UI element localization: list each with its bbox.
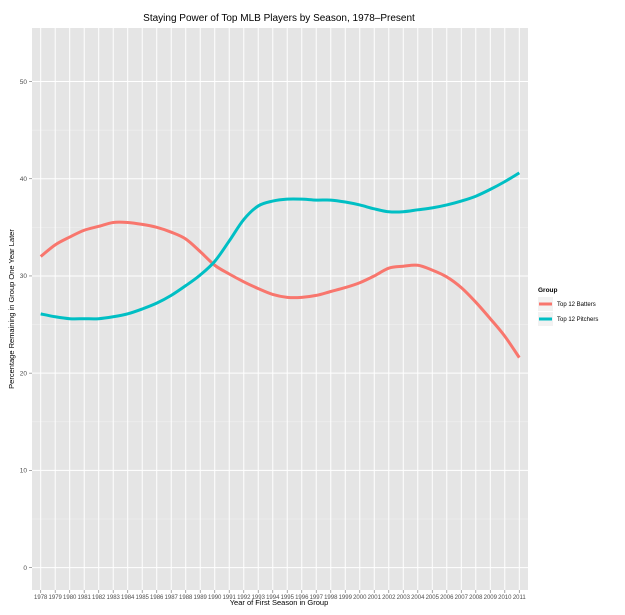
x-tick-label: 1987 bbox=[165, 595, 179, 601]
y-tick-label: 50 bbox=[20, 79, 28, 86]
x-tick-label: 2006 bbox=[440, 595, 454, 601]
x-tick-label: 1980 bbox=[63, 595, 77, 601]
plot-panel bbox=[32, 28, 528, 590]
x-tick-label: 1978 bbox=[34, 595, 48, 601]
series-line-pitchers bbox=[40, 171, 521, 321]
minor-gridlines bbox=[32, 129, 528, 520]
x-tick-label: 1984 bbox=[121, 595, 135, 601]
x-tick-label: 1989 bbox=[194, 595, 208, 601]
legend: Group Top 12 Batters Top 12 Pitchers bbox=[538, 287, 598, 326]
y-axis-label: Percentage Remaining in Group One Year L… bbox=[7, 229, 16, 389]
x-tick-label: 1986 bbox=[150, 595, 164, 601]
x-tick-label: 1996 bbox=[295, 595, 309, 601]
x-tick-label: 2011 bbox=[513, 595, 527, 601]
x-tick-label: 2003 bbox=[397, 595, 411, 601]
x-tick-label: 2008 bbox=[469, 595, 483, 601]
x-tick-label: 1990 bbox=[208, 595, 222, 601]
x-tick-label: 1992 bbox=[237, 595, 251, 601]
x-tick-label: 1994 bbox=[266, 595, 280, 601]
x-tick-label: 2009 bbox=[484, 595, 498, 601]
series-lines bbox=[39, 171, 521, 359]
y-tick-label: 0 bbox=[23, 565, 27, 572]
major-gridlines bbox=[32, 28, 528, 590]
x-tick-label: 2002 bbox=[382, 595, 396, 601]
x-tick-label: 2005 bbox=[426, 595, 440, 601]
x-axis: 1978 1979 1980 1981 1982 1983 1984 1985 1986 1987… bbox=[34, 590, 526, 601]
x-tick-label: 1983 bbox=[107, 595, 121, 601]
y-axis: 0 10 20 30 40 50 bbox=[20, 79, 32, 572]
x-tick-label: 1999 bbox=[339, 595, 353, 601]
y-tick-label: 20 bbox=[20, 370, 28, 377]
x-tick-label: 1998 bbox=[324, 595, 338, 601]
legend-label-batters: Top 12 Batters bbox=[557, 302, 596, 308]
x-axis-label: Year of First Season in Group bbox=[230, 598, 329, 607]
x-tick-label: 1988 bbox=[179, 595, 193, 601]
y-tick-label: 10 bbox=[20, 468, 28, 475]
x-tick-label: 2000 bbox=[353, 595, 367, 601]
x-tick-label: 1982 bbox=[92, 595, 106, 601]
x-tick-label: 2007 bbox=[455, 595, 469, 601]
chart-title: Staying Power of Top MLB Players by Seas… bbox=[143, 13, 415, 24]
x-tick-label: 1979 bbox=[49, 595, 63, 601]
x-tick-label: 2001 bbox=[368, 595, 382, 601]
x-tick-label: 2010 bbox=[498, 595, 512, 601]
x-tick-label: 1993 bbox=[252, 595, 266, 601]
x-tick-label: 2004 bbox=[411, 595, 425, 601]
y-tick-label: 40 bbox=[20, 176, 28, 183]
x-tick-label: 1991 bbox=[223, 595, 237, 601]
legend-label-pitchers: Top 12 Pitchers bbox=[557, 317, 598, 323]
legend-title: Group bbox=[538, 287, 558, 294]
x-tick-label: 1981 bbox=[78, 595, 92, 601]
x-tick-label: 1997 bbox=[310, 595, 324, 601]
x-tick-label: 1995 bbox=[281, 595, 295, 601]
y-tick-label: 30 bbox=[20, 273, 28, 280]
x-tick-label: 1985 bbox=[136, 595, 150, 601]
series-line-batters bbox=[39, 220, 521, 359]
